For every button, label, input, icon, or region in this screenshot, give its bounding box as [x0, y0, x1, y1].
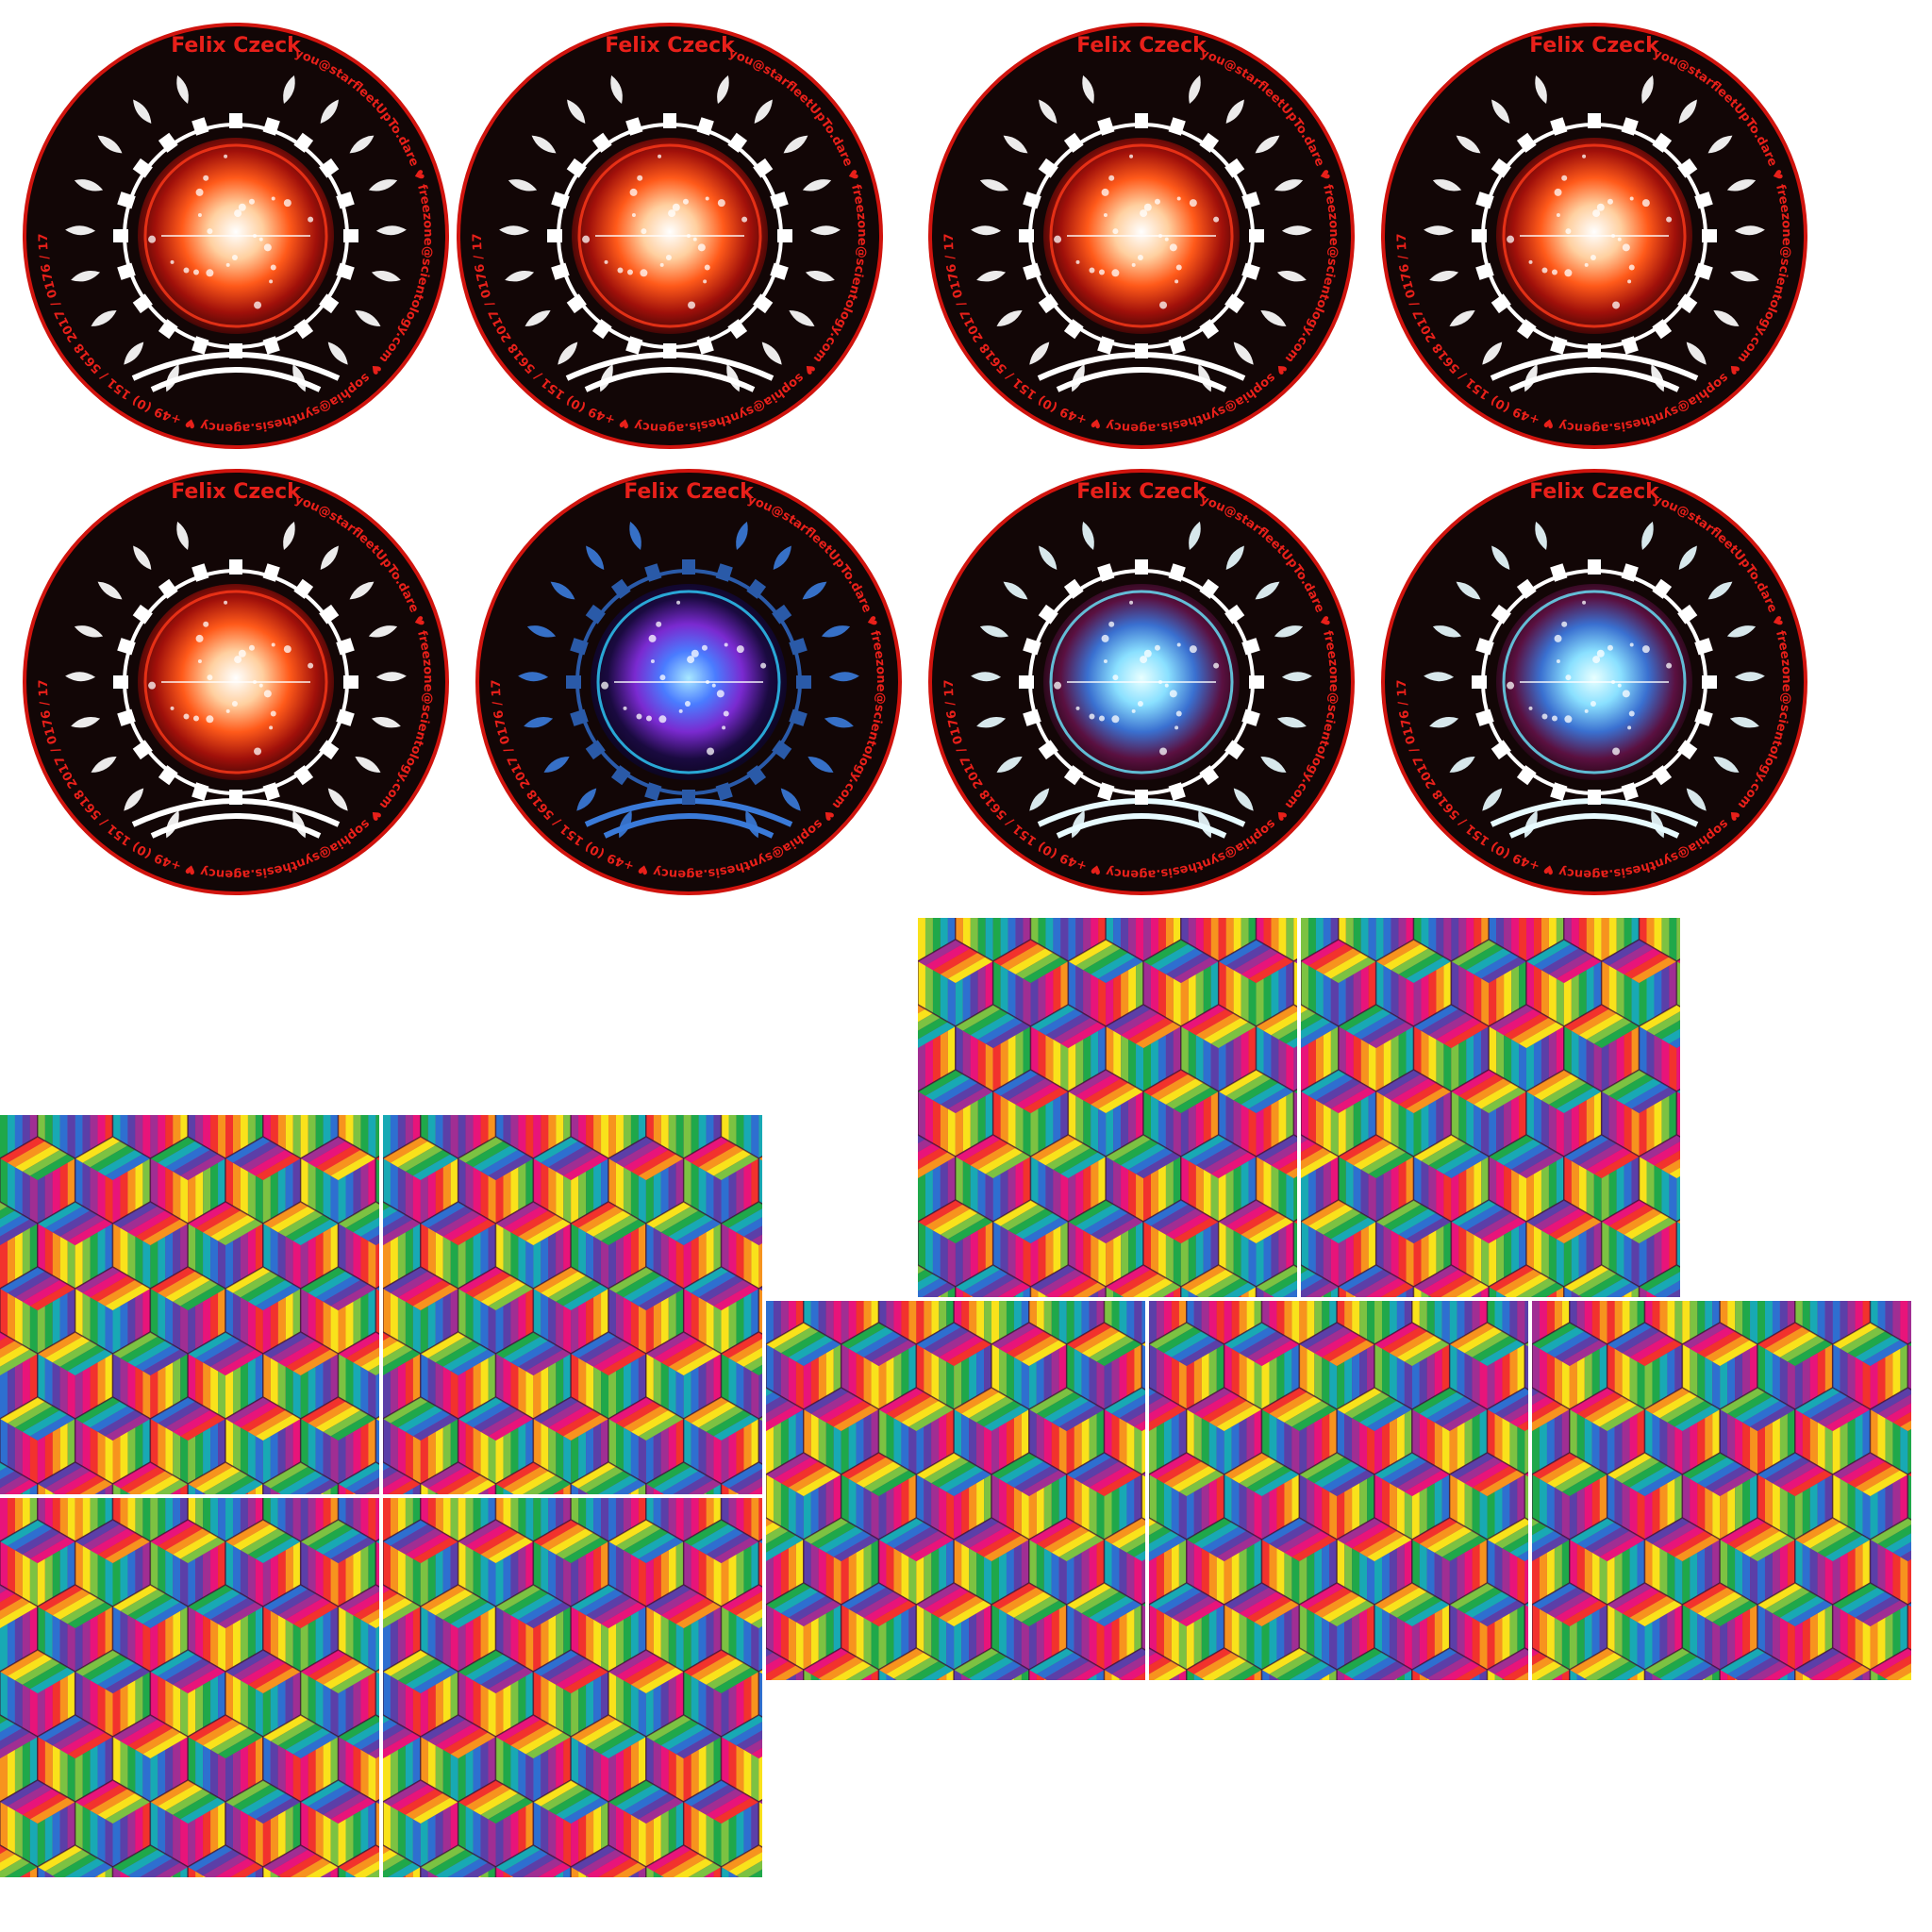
gear-ring	[1019, 113, 1264, 358]
laurel-wreath	[1424, 75, 1765, 392]
gear-ring	[1472, 559, 1717, 805]
laurel-wreath	[971, 521, 1312, 839]
sticker-name: Felix Czeck	[605, 34, 736, 58]
sticker-1: you@starfleetUpTo.dare ♥ freezone@scient…	[20, 20, 452, 452]
sticker-name: Felix Czeck	[171, 34, 302, 58]
sticker-name: Felix Czeck	[171, 480, 302, 504]
sticker-5: you@starfleetUpTo.dare ♥ freezone@scient…	[20, 466, 452, 898]
sticker-name: Felix Czeck	[1529, 480, 1660, 504]
gear-ring	[113, 113, 358, 358]
gear-ring	[566, 559, 811, 805]
gear-ring	[1019, 559, 1264, 805]
pattern-tile	[1532, 1301, 1911, 1680]
pattern-tile	[918, 918, 1297, 1297]
pattern-tile	[1301, 918, 1680, 1297]
laurel-wreath	[971, 75, 1312, 392]
sticker-name: Felix Czeck	[1076, 34, 1208, 58]
pattern-tile	[1149, 1301, 1528, 1680]
sticker-name: Felix Czeck	[1529, 34, 1660, 58]
pattern-tile	[766, 1301, 1145, 1680]
sticker-7: you@starfleetUpTo.dare ♥ freezone@scient…	[925, 466, 1357, 898]
sticker-4: you@starfleetUpTo.dare ♥ freezone@scient…	[1378, 20, 1810, 452]
gear-ring	[1472, 113, 1717, 358]
sticker-name: Felix Czeck	[1076, 480, 1208, 504]
pattern-tile	[0, 1115, 379, 1494]
pattern-tile	[0, 1498, 379, 1877]
sticker-name: Felix Czeck	[624, 480, 755, 504]
pattern-tile	[383, 1498, 762, 1877]
laurel-wreath	[499, 75, 841, 392]
sticker-6: you@starfleetUpTo.dare ♥ freezone@scient…	[473, 466, 905, 898]
gear-ring	[113, 559, 358, 805]
laurel-wreath	[518, 521, 859, 839]
pattern-tile	[383, 1115, 762, 1494]
sticker-3: you@starfleetUpTo.dare ♥ freezone@scient…	[925, 20, 1357, 452]
gear-ring	[547, 113, 792, 358]
sticker-2: you@starfleetUpTo.dare ♥ freezone@scient…	[454, 20, 886, 452]
sticker-8: you@starfleetUpTo.dare ♥ freezone@scient…	[1378, 466, 1810, 898]
